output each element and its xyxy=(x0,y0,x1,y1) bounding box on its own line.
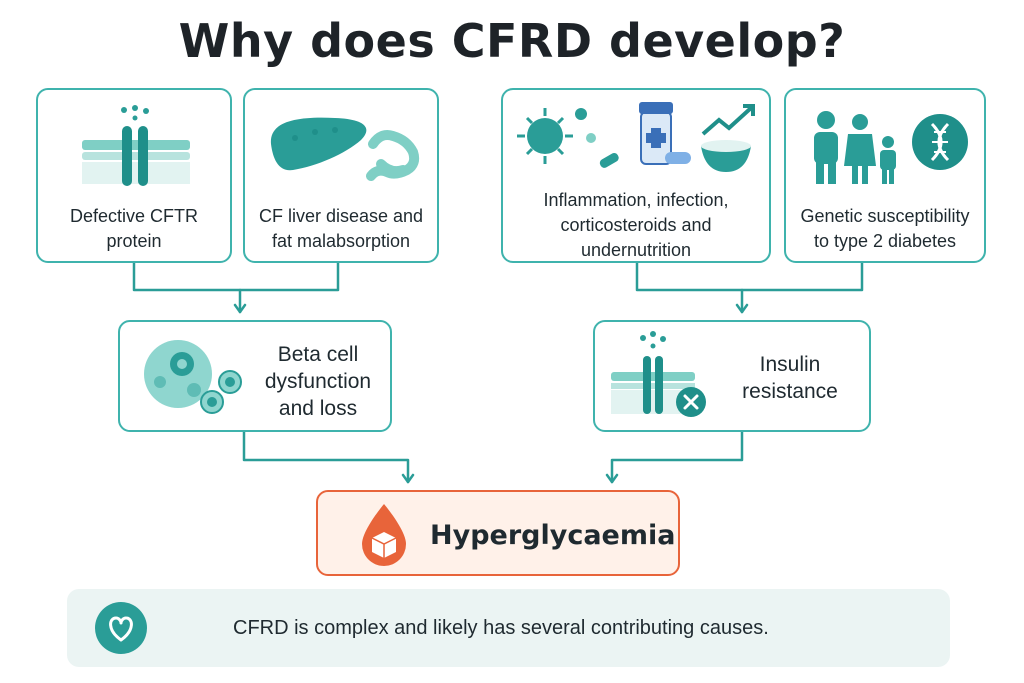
mechanism-card-insulin-resistance: Insulin resistance xyxy=(593,320,871,432)
insulin-receptor-blocked-icon xyxy=(611,331,706,417)
note-text: CFRD is complex and likely has several c… xyxy=(233,617,769,639)
outcome-card-hyperglycaemia: Hyperglycaemia xyxy=(316,490,680,576)
cause-label: Genetic susceptibility to type 2 diabete… xyxy=(800,206,970,251)
mechanism-card-beta-cell: Beta cell dysfunction and loss xyxy=(118,320,392,432)
cell-membrane-channel-icon xyxy=(82,105,190,186)
glucose-drop-icon xyxy=(362,504,406,566)
page-title: Why does CFRD develop? xyxy=(178,14,846,68)
mechanism-label: Insulin resistance xyxy=(742,353,838,403)
heart-icon xyxy=(95,602,147,654)
cause-card-genetic: Genetic susceptibility to type 2 diabete… xyxy=(784,88,986,263)
family-dna-icon xyxy=(814,111,968,184)
cause-card-inflammation: Inflammation, infection, corticosteroids… xyxy=(501,88,771,263)
cause-label: CF liver disease and fat malabsorption xyxy=(258,206,424,251)
beta-cells-icon xyxy=(144,340,242,414)
cause-card-cftr: Defective CFTR protein xyxy=(36,88,232,263)
outcome-label: Hyperglycaemia xyxy=(430,520,676,551)
cause-label: Defective CFTR protein xyxy=(69,206,199,251)
infection-medication-nutrition-icon xyxy=(517,102,755,172)
cause-card-liver: CF liver disease and fat malabsorption xyxy=(243,88,439,263)
mechanism-label: Beta cell dysfunction and loss xyxy=(264,343,372,420)
cause-label: Inflammation, infection, corticosteroids… xyxy=(543,190,729,260)
liver-intestine-icon xyxy=(270,117,420,181)
summary-note: CFRD is complex and likely has several c… xyxy=(67,589,950,667)
